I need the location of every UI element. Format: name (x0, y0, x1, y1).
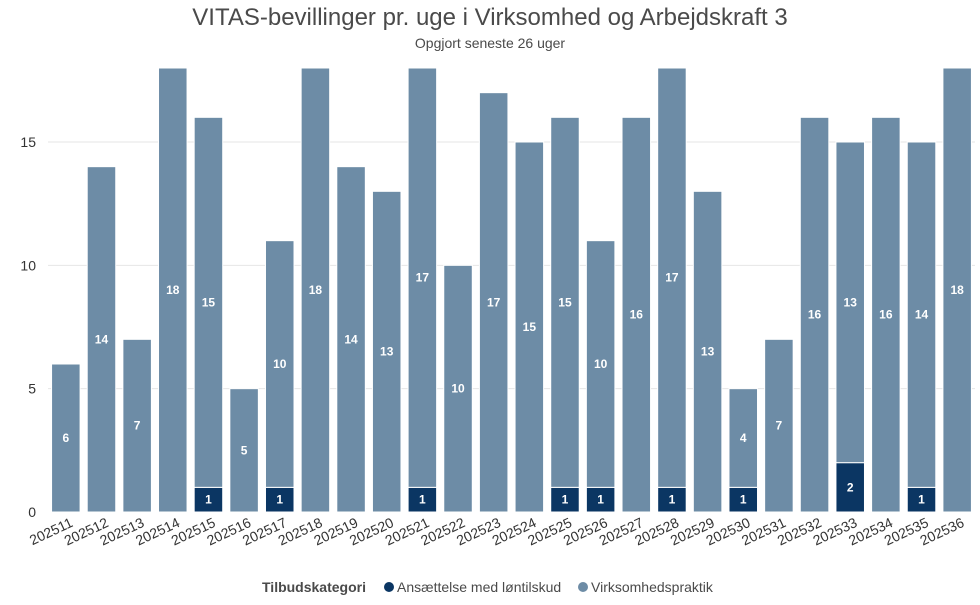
bar-202517-series-0[interactable] (264, 486, 295, 513)
bar-202525-series-0[interactable] (550, 486, 580, 513)
data-label: 2 (847, 480, 854, 494)
bar-202521-series-0[interactable] (407, 486, 438, 513)
data-label: 1 (669, 493, 676, 507)
bar-202534-series-1[interactable] (871, 116, 901, 513)
bar-202520-series-1[interactable] (371, 190, 402, 513)
data-label: 10 (594, 357, 608, 371)
data-labels: 6147181155110181413117101715115110161171… (62, 271, 964, 507)
x-axis: 2025112025122025132025142025152025162025… (27, 514, 967, 548)
legend-label-series-0[interactable]: Ansættelse med løntilskud (397, 579, 561, 595)
data-label: 1 (918, 493, 925, 507)
bar-202535-series-0[interactable] (906, 486, 937, 513)
y-tick-label: 0 (28, 504, 36, 520)
y-tick-label: 15 (20, 134, 36, 150)
data-label: 6 (62, 431, 69, 445)
data-label: 14 (915, 308, 929, 322)
data-label: 1 (419, 493, 426, 507)
bar-202517-series-1[interactable] (264, 240, 295, 488)
chart-subtitle: Opgjort seneste 26 uger (415, 35, 566, 51)
data-label: 5 (241, 443, 248, 457)
data-label: 13 (701, 345, 715, 359)
bar-202530-series-0[interactable] (728, 486, 759, 513)
legend-marker-series-1 (578, 582, 588, 592)
bar-202516-series-1[interactable] (229, 388, 259, 513)
data-label: 10 (451, 382, 465, 396)
data-label: 15 (202, 295, 216, 309)
bar-202524-series-1[interactable] (514, 141, 545, 513)
chart-title: VITAS-bevillinger pr. uge i Virksomhed o… (192, 4, 787, 31)
legend-title: Tilbudskategori (262, 579, 366, 595)
bar-202535-series-1[interactable] (906, 141, 937, 488)
data-label: 17 (665, 271, 679, 285)
data-label: 1 (562, 493, 569, 507)
bar-202532-series-1[interactable] (799, 116, 830, 513)
bar-202528-series-1[interactable] (657, 67, 687, 488)
bar-202530-series-1[interactable] (728, 388, 759, 488)
bar-202525-series-1[interactable] (550, 116, 580, 488)
bar-202531-series-1[interactable] (764, 338, 794, 513)
data-label: 4 (740, 431, 747, 445)
data-label: 7 (134, 419, 141, 433)
data-label: 1 (740, 493, 747, 507)
data-label: 17 (487, 295, 501, 309)
bar-202521-series-1[interactable] (407, 67, 438, 488)
y-tick-label: 10 (20, 257, 36, 273)
bar-202526-series-0[interactable] (585, 486, 616, 513)
bar-202514-series-1[interactable] (158, 67, 188, 513)
bar-202515-series-1[interactable] (193, 116, 224, 488)
legend: Tilbudskategori Ansættelse med løntilsku… (262, 579, 714, 595)
data-label: 1 (276, 493, 283, 507)
data-label: 15 (558, 295, 572, 309)
bars (51, 67, 972, 513)
bar-202512-series-1[interactable] (86, 166, 117, 513)
y-axis: 0 5 10 15 (20, 134, 36, 520)
legend-label-series-1[interactable]: Virksomhedspraktik (591, 579, 714, 595)
data-label: 1 (205, 493, 212, 507)
data-label: 16 (879, 308, 893, 322)
data-label: 18 (166, 283, 180, 297)
data-label: 1 (597, 493, 604, 507)
y-tick-label: 5 (28, 381, 36, 397)
bar-202533-series-1[interactable] (835, 141, 865, 464)
bar-202511-series-1[interactable] (51, 363, 81, 513)
data-label: 10 (273, 357, 287, 371)
data-label: 13 (380, 345, 394, 359)
data-label: 15 (523, 320, 537, 334)
data-label: 13 (844, 295, 858, 309)
legend-marker-series-0 (384, 582, 394, 592)
bar-202522-series-1[interactable] (443, 264, 473, 513)
data-label: 7 (776, 419, 783, 433)
bar-202526-series-1[interactable] (585, 240, 616, 488)
bar-202529-series-1[interactable] (692, 190, 723, 513)
data-label: 14 (95, 332, 109, 346)
data-label: 17 (416, 271, 430, 285)
bar-202519-series-1[interactable] (336, 166, 366, 513)
data-label: 18 (950, 283, 964, 297)
bar-202536-series-1[interactable] (942, 67, 972, 513)
bar-202527-series-1[interactable] (621, 116, 652, 513)
bar-202523-series-1[interactable] (478, 92, 509, 513)
data-label: 14 (344, 332, 358, 346)
bar-202518-series-1[interactable] (300, 67, 331, 513)
bar-202513-series-1[interactable] (122, 338, 152, 513)
data-label: 16 (630, 308, 644, 322)
data-label: 18 (309, 283, 323, 297)
data-label: 16 (808, 308, 822, 322)
